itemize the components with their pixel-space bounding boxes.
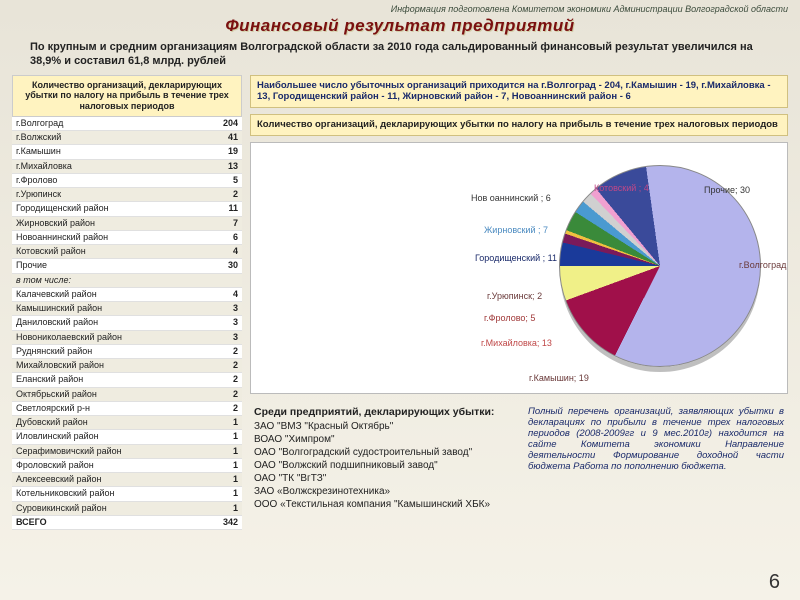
table-row: Даниловский район3 — [12, 316, 242, 330]
pie-label: Прочие; 30 — [704, 185, 750, 195]
company-item: ВОАО "Химпром" — [254, 433, 510, 446]
table-row: Жирновский район7 — [12, 216, 242, 230]
table-row: Михайловский район2 — [12, 359, 242, 373]
company-item: ООО «Текстильная компания "Камышинский Х… — [254, 498, 510, 511]
company-item: ЗАО "ВМЗ "Красный Октябрь" — [254, 420, 510, 433]
pie-label: Жирновский ; 7 — [484, 225, 548, 235]
table-row: Еланский район2 — [12, 373, 242, 387]
table-row: Котовский район4 — [12, 245, 242, 259]
table-row: Руднянский район2 — [12, 344, 242, 358]
table-row: г.Урюпинск2 — [12, 188, 242, 202]
pie-label: Котовский ; 4 — [594, 183, 649, 193]
table-row: Октябрьский район2 — [12, 387, 242, 401]
info-box-2: Количество организаций, декларирующих уб… — [250, 114, 788, 136]
subtitle: По крупным и средним организациям Волгог… — [0, 40, 800, 75]
header-note: Информация подготовлена Комитетом эконом… — [0, 0, 800, 14]
pie-label: г.Михайловка; 13 — [481, 338, 552, 348]
pie-label: г.Камышин; 19 — [529, 373, 589, 383]
pie-chart — [559, 165, 759, 365]
footer-note: Полный перечень организаций, заявляющих … — [528, 406, 784, 511]
table-row: Фроловский район1 — [12, 458, 242, 472]
company-item: ОАО "Волгоградский судостроительный заво… — [254, 446, 510, 459]
company-item: ЗАО «Волжскрезинотехника» — [254, 485, 510, 498]
pie-label: г.Фролово; 5 — [484, 313, 535, 323]
data-table: г.Волгоград204г.Волжский41г.Камышин19г.М… — [12, 117, 242, 530]
table-row: Серафимовичский район1 — [12, 444, 242, 458]
table-row: Прочие30 — [12, 259, 242, 273]
pie-label: Городищенский ; 11 — [475, 253, 557, 263]
table-title: Количество организаций, декларирующих уб… — [12, 75, 242, 117]
table-row: Городищенский район11 — [12, 202, 242, 216]
table-row: Новониколаевский район3 — [12, 330, 242, 344]
table-row: в том числе: — [12, 273, 242, 287]
table-row: Суровикинский район1 — [12, 501, 242, 515]
table-row: Светлоярский р-н2 — [12, 401, 242, 415]
pie-label: г.Урюпинск; 2 — [487, 291, 542, 301]
table-row: Калачевский район4 — [12, 287, 242, 301]
table-row: г.Фролово5 — [12, 173, 242, 187]
table-row: г.Камышин19 — [12, 145, 242, 159]
table-row: ВСЕГО342 — [12, 515, 242, 529]
table-row: г.Михайловка13 — [12, 159, 242, 173]
page-title: Финансовый результат предприятий — [0, 16, 800, 36]
table-row: Иловлинский район1 — [12, 430, 242, 444]
info-box-1: Наибольшее число убыточных организаций п… — [250, 75, 788, 109]
pie-chart-area: г.Волгоград; 204г.Волжский; 41г.Камышин;… — [250, 142, 788, 394]
pie-label: Нов оаннинский ; 6 — [471, 193, 551, 203]
company-item: ОАО "ТК "ВгТЗ" — [254, 472, 510, 485]
pie-disc — [559, 165, 761, 367]
table-row: г.Волжский41 — [12, 131, 242, 145]
table-row: Алексеевский район1 — [12, 473, 242, 487]
table-row: г.Волгоград204 — [12, 117, 242, 131]
company-item: ОАО "Волжский подшипниковый завод" — [254, 459, 510, 472]
table-row: Котельниковский район1 — [12, 487, 242, 501]
pie-label: г.Волгоград; 204 — [739, 260, 788, 270]
page-number: 6 — [769, 571, 780, 594]
table-row: Новоаннинский район6 — [12, 230, 242, 244]
companies-title: Среди предприятий, декларирующих убытки: — [254, 406, 494, 418]
table-row: Дубовский район1 — [12, 416, 242, 430]
right-panel: Наибольшее число убыточных организаций п… — [250, 75, 788, 531]
table-row: Камышинский район3 — [12, 302, 242, 316]
companies-list: Среди предприятий, декларирующих убытки:… — [254, 406, 510, 511]
left-panel: Количество организаций, декларирующих уб… — [12, 75, 242, 531]
